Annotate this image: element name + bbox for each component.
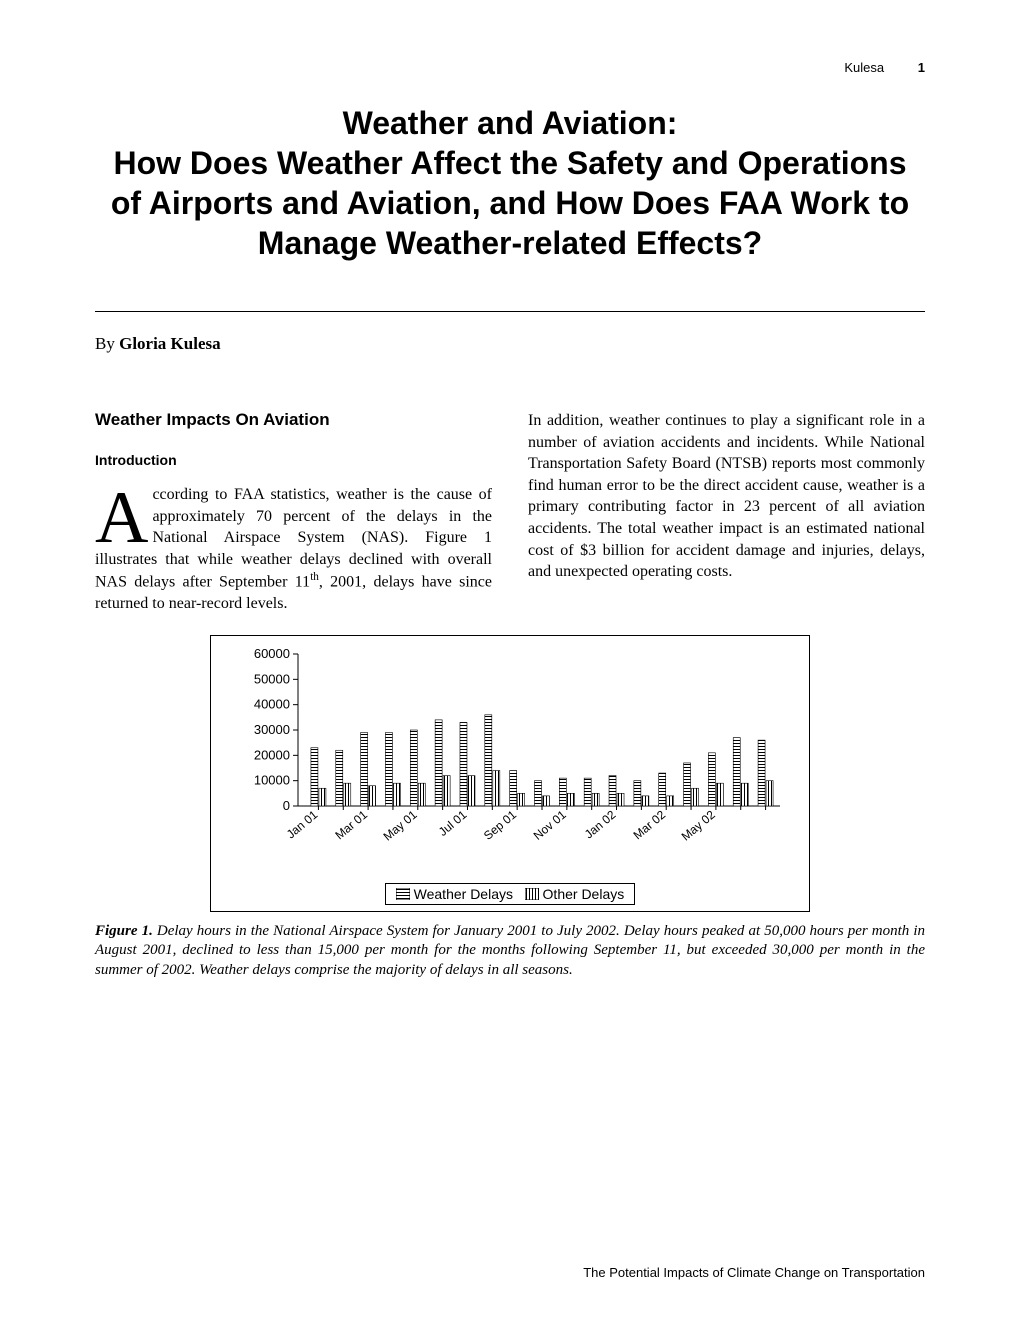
right-column: In addition, weather continues to play a… [528,410,925,615]
svg-text:May 02: May 02 [679,807,718,843]
legend-swatch-other [525,888,539,900]
svg-text:10000: 10000 [254,773,290,788]
svg-text:Jan 02: Jan 02 [582,807,619,841]
left-column: Weather Impacts On Aviation Introduction… [95,410,492,615]
byline: By Gloria Kulesa [95,334,925,354]
byline-prefix: By [95,334,119,353]
byline-author: Gloria Kulesa [119,334,221,353]
subsection-heading: Introduction [95,452,492,468]
figure-caption: Figure 1. Delay hours in the National Ai… [95,922,925,981]
figure-caption-text: Delay hours in the National Airspace Sys… [95,923,925,978]
figure-1-chart: 0100002000030000400005000060000Jan 01Mar… [210,635,810,912]
bar-chart-svg: 0100002000030000400005000060000Jan 01Mar… [230,646,790,881]
page-footer: The Potential Impacts of Climate Change … [583,1265,925,1280]
legend-label-other: Other Delays [543,886,625,902]
legend-label-weather: Weather Delays [414,886,513,902]
section-heading: Weather Impacts On Aviation [95,410,492,430]
svg-text:60000: 60000 [254,646,290,661]
svg-text:Mar 02: Mar 02 [631,807,669,842]
svg-text:Mar 01: Mar 01 [332,807,370,842]
running-header: Kulesa 1 [95,60,925,75]
chart-legend: Weather Delays Other Delays [385,883,636,905]
page-title: Weather and Aviation:How Does Weather Af… [95,103,925,263]
two-column-body: Weather Impacts On Aviation Introduction… [95,410,925,615]
drop-cap: A [95,484,152,548]
svg-text:30000: 30000 [254,722,290,737]
svg-text:May 01: May 01 [381,807,420,843]
svg-text:20000: 20000 [254,747,290,762]
legend-container: Weather Delays Other Delays [229,881,791,905]
intro-paragraph-right: In addition, weather continues to play a… [528,410,925,583]
horizontal-rule [95,311,925,312]
svg-text:Jul 01: Jul 01 [436,807,470,839]
svg-text:40000: 40000 [254,697,290,712]
figure-label: Figure 1. [95,923,153,939]
svg-text:0: 0 [283,798,290,813]
page: Kulesa 1 Weather and Aviation:How Does W… [0,0,1020,1320]
svg-text:Nov 01: Nov 01 [531,807,569,842]
header-author: Kulesa [844,60,884,75]
legend-swatch-weather [396,888,410,900]
svg-text:Sep 01: Sep 01 [481,807,519,842]
superscript-th: th [310,571,319,583]
svg-text:50000: 50000 [254,671,290,686]
intro-paragraph-left: According to FAA statistics, weather is … [95,484,492,615]
header-page-number: 1 [918,60,925,75]
